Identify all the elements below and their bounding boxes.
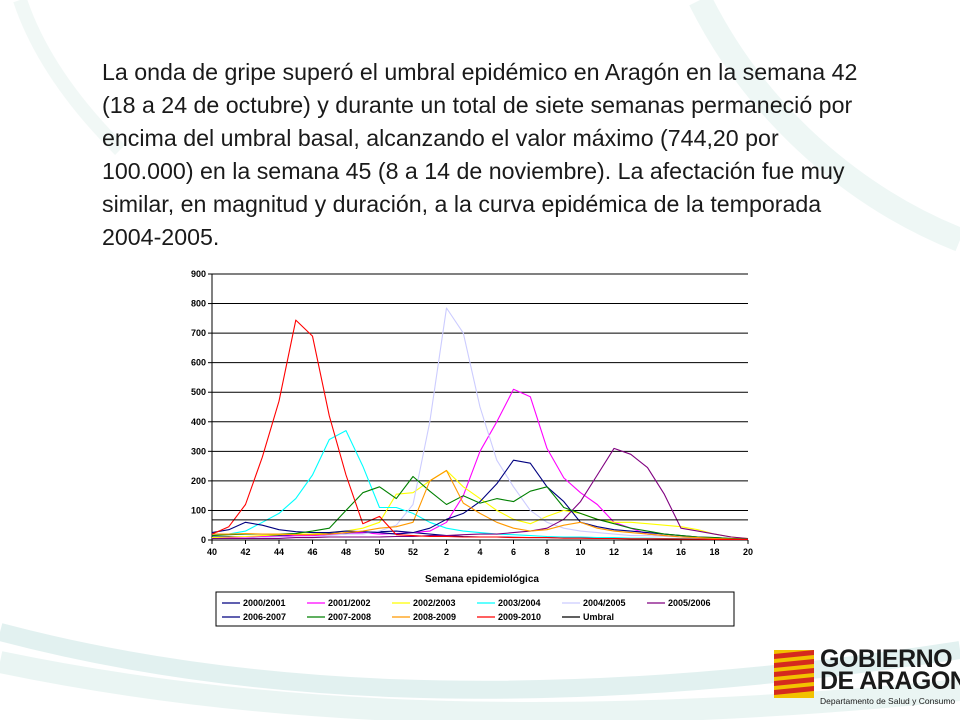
legend-label: 2008-2009: [413, 612, 456, 622]
y-tick-label: 800: [191, 299, 206, 309]
y-axis-ticks: 0 100 200 300 400 500 600 700 800 900: [191, 269, 213, 545]
x-tick-label: 8: [544, 547, 549, 557]
x-tick-label: 2: [444, 547, 449, 557]
series-line-2005-2006: [212, 447, 749, 540]
x-tick-label: 14: [642, 547, 652, 557]
legend-label: 2006-2007: [243, 612, 286, 622]
x-tick-label: 4: [477, 547, 482, 557]
gobierno-aragon-logo: GOBIERNO DE ARAGON Departamento de Salud…: [774, 645, 960, 716]
logo-line-3: Departamento de Salud y Consumo: [820, 696, 956, 706]
aragon-flag-icon: [774, 650, 814, 698]
series-layer: [211, 307, 749, 540]
x-tick-label: 16: [676, 547, 686, 557]
x-tick-label: 10: [575, 547, 585, 557]
x-axis-label: Semana epidemiológica: [425, 574, 539, 585]
x-tick-label: 50: [374, 547, 384, 557]
y-tick-label: 100: [191, 505, 206, 515]
y-tick-label: 500: [191, 387, 206, 397]
x-tick-label: 20: [743, 547, 753, 557]
legend-label: 2004/2005: [583, 598, 626, 608]
logo-line-1: GOBIERNO: [820, 645, 953, 673]
logo-line-2: DE ARAGON: [820, 667, 960, 695]
x-tick-label: 44: [274, 547, 284, 557]
x-tick-label: 52: [408, 547, 418, 557]
x-tick-label: 42: [240, 547, 250, 557]
legend-label: 2000/2001: [243, 598, 286, 608]
series-line-2009-2010: [211, 319, 748, 540]
legend-label: 2007-2008: [328, 612, 371, 622]
legend-label: 2009-2010: [498, 612, 541, 622]
y-tick-label: 200: [191, 476, 206, 486]
series-line-2004-2005: [212, 307, 749, 540]
series-line-2007-2008: [211, 475, 749, 540]
y-tick-label: 700: [191, 328, 206, 338]
x-tick-label: 18: [709, 547, 719, 557]
y-tick-label: 0: [201, 535, 206, 545]
legend-label: 2001/2002: [328, 598, 371, 608]
y-tick-label: 900: [191, 269, 206, 279]
y-tick-label: 600: [191, 358, 206, 368]
legend-label: Umbral: [583, 612, 614, 622]
y-tick-label: 400: [191, 417, 206, 427]
y-tick-label: 300: [191, 446, 206, 456]
legend-label: 2002/2003: [413, 598, 456, 608]
x-tick-label: 48: [341, 547, 351, 557]
x-tick-label: 46: [307, 547, 317, 557]
x-tick-label: 40: [207, 547, 217, 557]
x-tick-label: 12: [609, 547, 619, 557]
series-line-2002-2003: [211, 469, 749, 540]
legend-box: [215, 591, 735, 627]
series-line-2008-2009: [212, 469, 749, 540]
x-axis-ticks: 40 42 44 46 48 50 52 2 4 6 8 10 12 14 16 18 20: [207, 540, 753, 557]
legend-label: 2005/2006: [668, 598, 711, 608]
legend-label: 2003/2004: [498, 598, 541, 608]
intro-paragraph: La onda de gripe superó el umbral epidém…: [102, 59, 858, 250]
x-tick-label: 6: [511, 547, 516, 557]
legend: 2000/2001 2001/2002 2002/2003 2003/2004 2004…: [215, 591, 735, 627]
